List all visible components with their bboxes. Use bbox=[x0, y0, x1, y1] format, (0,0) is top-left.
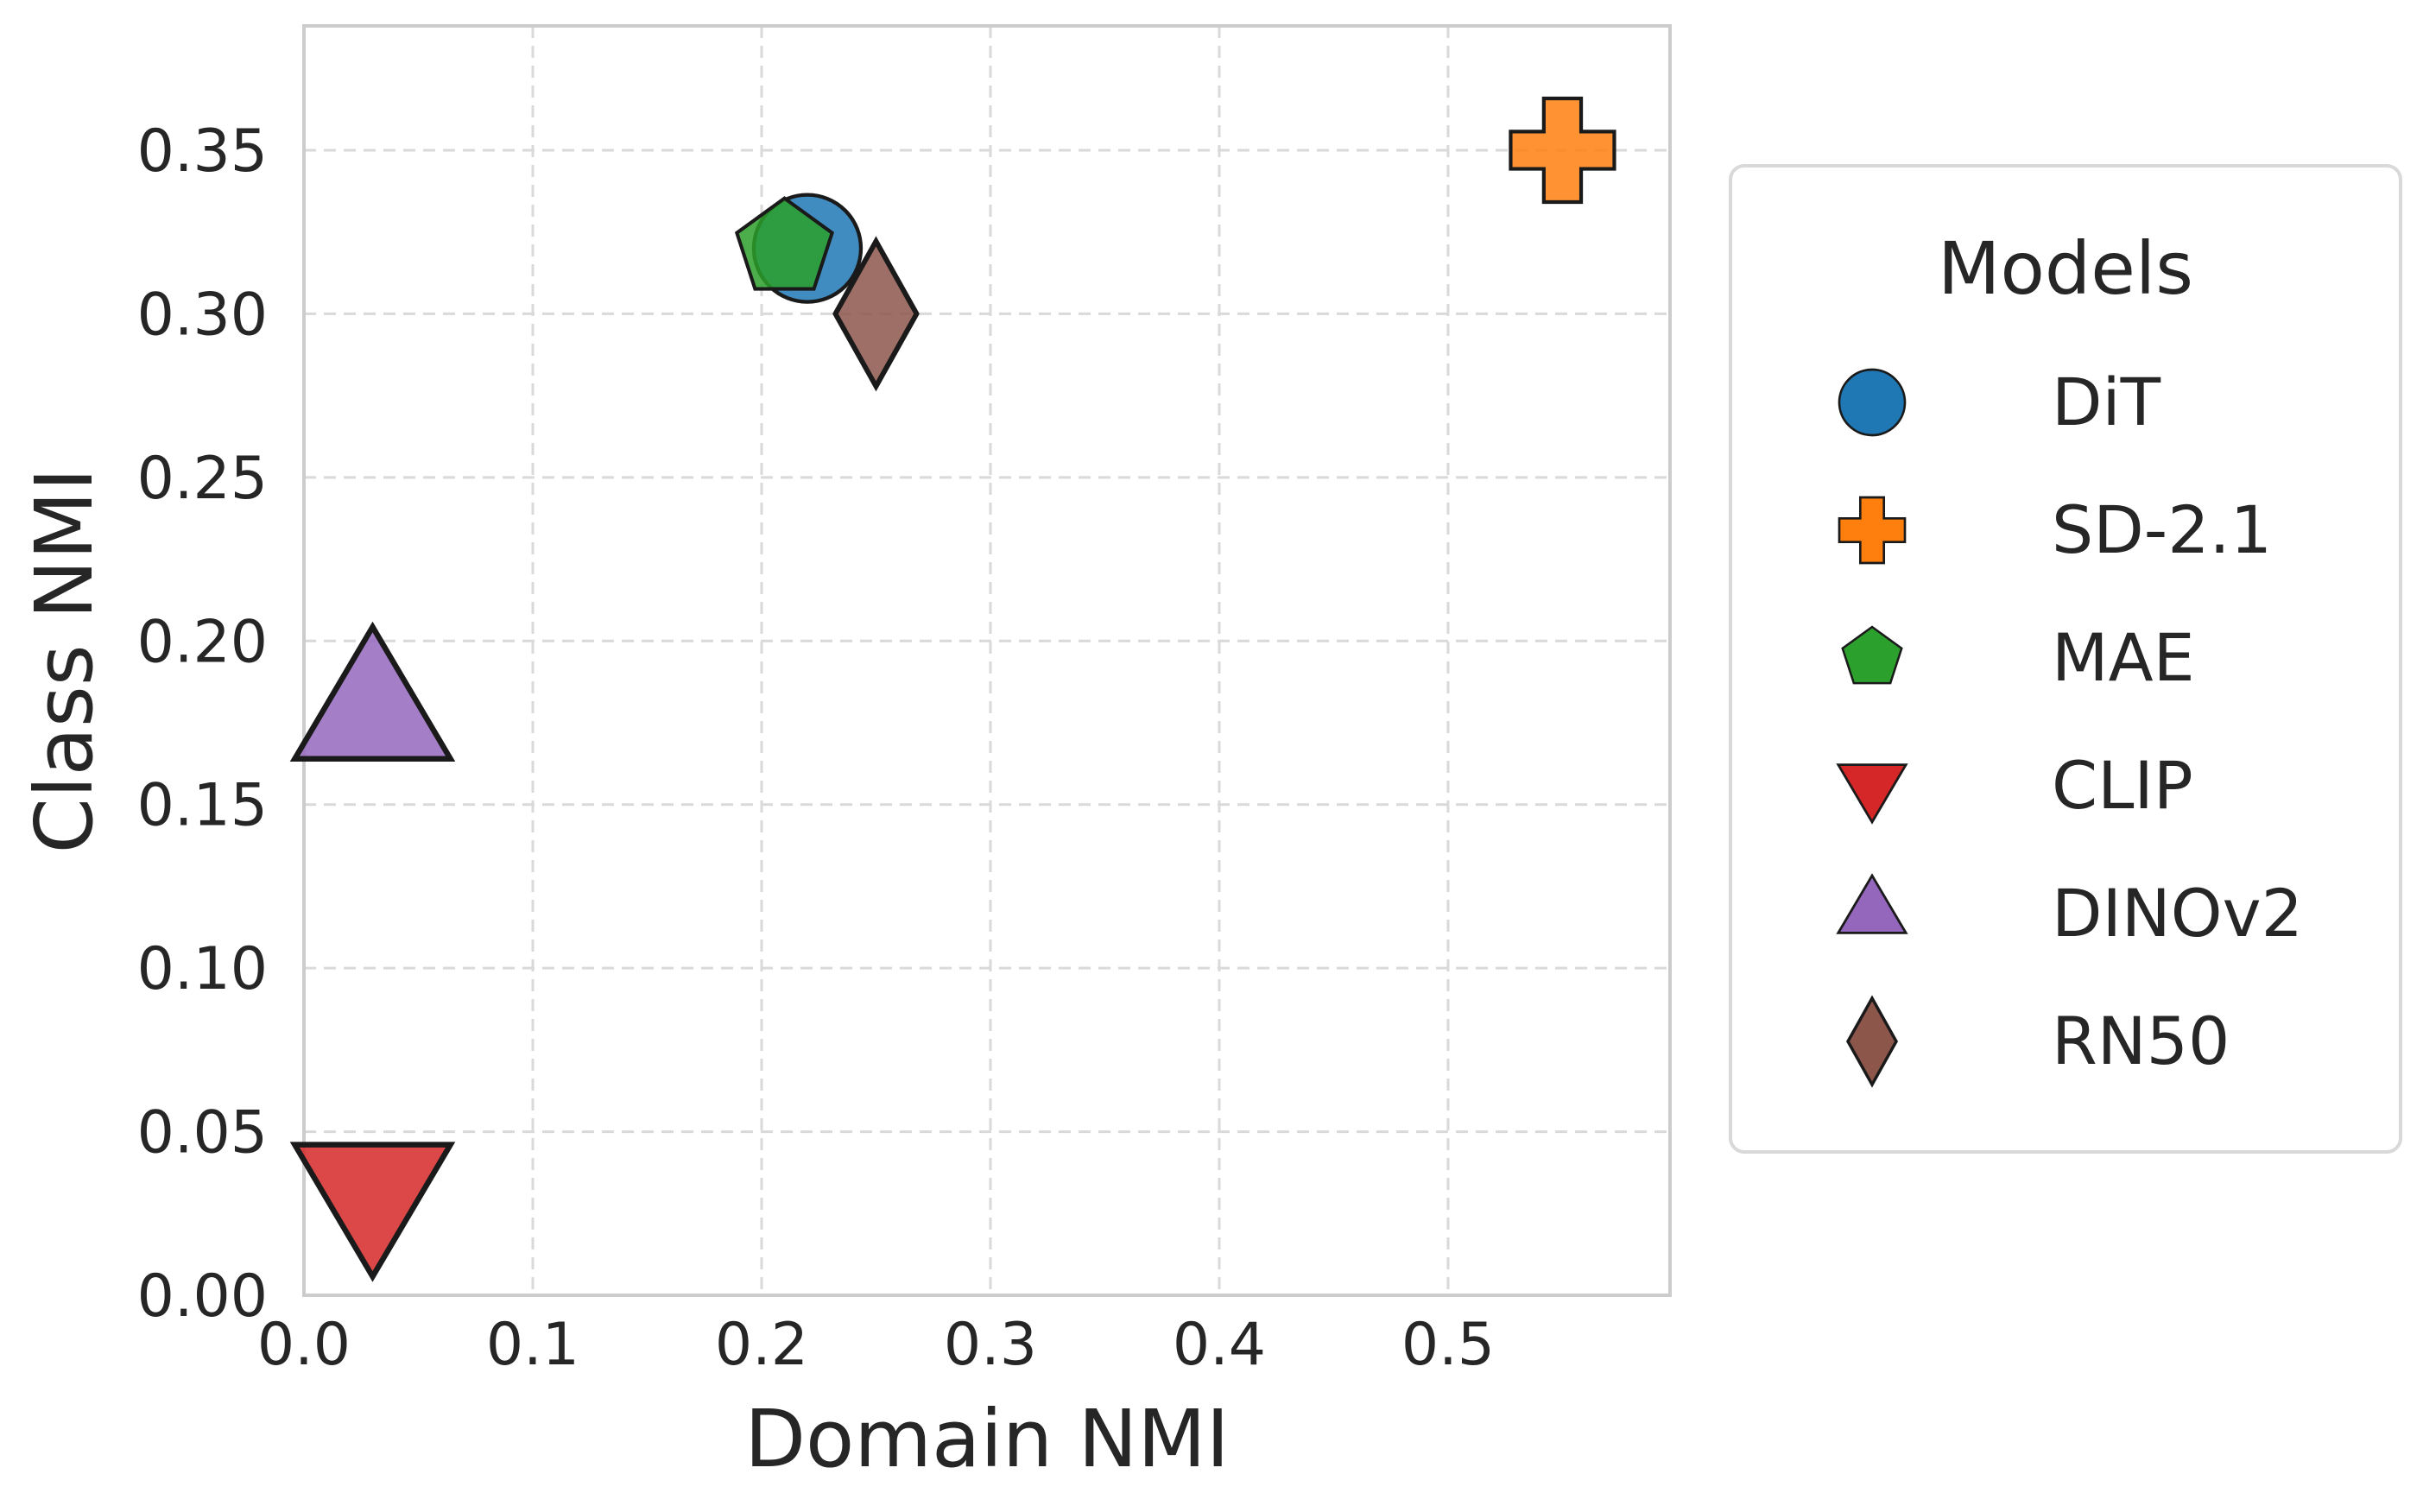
y-tick-label: 0.30 bbox=[137, 281, 268, 349]
x-tick-label: 0.3 bbox=[944, 1311, 1037, 1379]
point-rn50 bbox=[832, 236, 920, 392]
y-tick-label: 0.35 bbox=[137, 117, 268, 186]
legend-marker-sd-2-1 bbox=[1838, 496, 1907, 565]
x-tick-label: 0.4 bbox=[1173, 1311, 1266, 1379]
x-axis-label: Domain NMI bbox=[744, 1393, 1230, 1485]
x-tick-label: 0.0 bbox=[257, 1311, 351, 1379]
legend-label: RN50 bbox=[2052, 1003, 2230, 1079]
y-tick-label: 0.15 bbox=[137, 772, 268, 840]
y-tick-label: 0.10 bbox=[137, 935, 268, 1003]
y-tick-label: 0.25 bbox=[137, 445, 268, 513]
y-tick-label: 0.00 bbox=[137, 1262, 268, 1331]
legend-items: DiT SD-2.1 MAE CLIP DINOv2 RN50 bbox=[1836, 364, 2303, 1088]
legend-title: Models bbox=[1938, 226, 2193, 311]
point-sd-2-1 bbox=[1509, 96, 1616, 205]
legend-marker-dinov2 bbox=[1836, 873, 1908, 934]
legend-label: DINOv2 bbox=[2052, 875, 2303, 952]
legend: Models DiT SD-2.1 MAE CLIP DINOv2 RN50 bbox=[1729, 164, 2402, 1154]
y-tick-labels: 0.00 0.05 0.10 0.15 0.20 0.25 0.30 0.35 bbox=[137, 117, 268, 1331]
legend-marker-mae bbox=[1841, 625, 1903, 685]
y-tick-label: 0.05 bbox=[137, 1099, 268, 1167]
x-tick-label: 0.2 bbox=[715, 1311, 808, 1379]
legend-label: SD-2.1 bbox=[2052, 491, 2272, 568]
legend-marker-rn50 bbox=[1845, 995, 1899, 1088]
y-tick-label: 0.20 bbox=[137, 608, 268, 676]
legend-label: CLIP bbox=[2052, 747, 2193, 824]
legend-marker-dit bbox=[1838, 368, 1907, 437]
point-clip bbox=[289, 1142, 456, 1282]
axes bbox=[302, 24, 1672, 1297]
x-tick-label: 0.5 bbox=[1401, 1311, 1495, 1379]
legend-label: DiT bbox=[2052, 364, 2161, 440]
point-dinov2 bbox=[289, 621, 456, 762]
point-mae bbox=[734, 196, 835, 291]
x-tick-labels: 0.0 0.1 0.2 0.3 0.4 0.5 bbox=[257, 1311, 1495, 1379]
data-points bbox=[289, 96, 1616, 1282]
grid bbox=[302, 26, 1670, 1297]
legend-label: MAE bbox=[2052, 619, 2195, 696]
x-tick-label: 0.1 bbox=[486, 1311, 579, 1379]
y-axis-label: Class NMI bbox=[18, 468, 111, 854]
legend-marker-clip bbox=[1836, 763, 1908, 825]
plot-frame bbox=[302, 24, 1672, 1297]
